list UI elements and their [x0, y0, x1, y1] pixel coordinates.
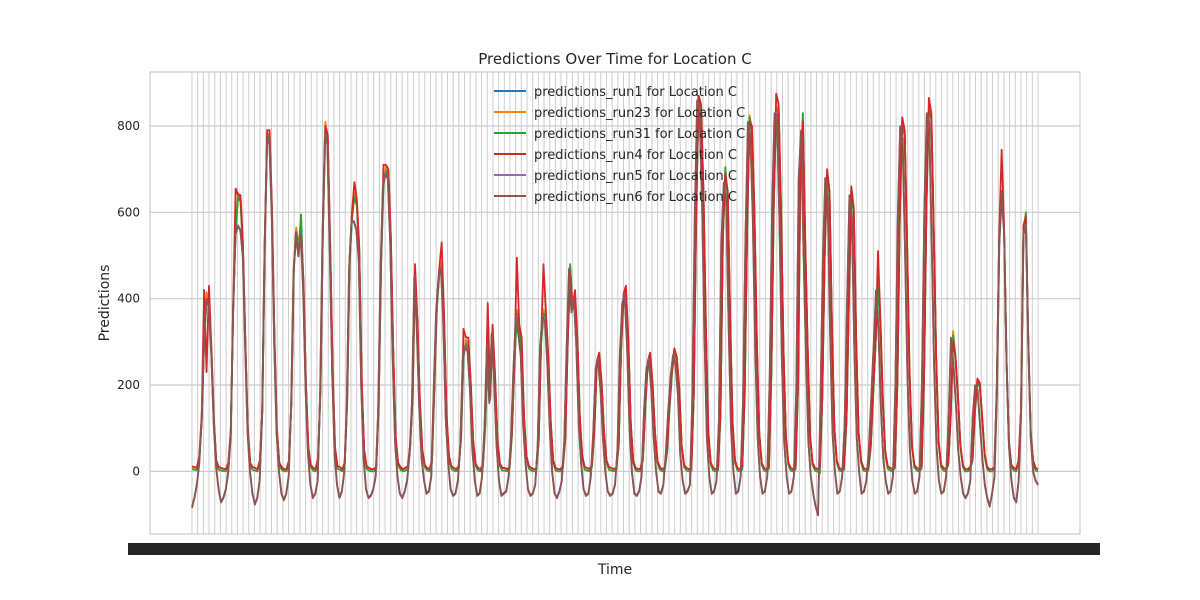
legend-label: predictions_run1 for Location C	[534, 85, 737, 100]
legend-label: predictions_run6 for Location C	[534, 190, 737, 205]
y-tick-label: 600	[117, 205, 140, 219]
y-tick-label: 800	[117, 119, 140, 133]
x-gridlines	[191, 72, 1039, 534]
legend-label: predictions_run23 for Location C	[534, 106, 745, 121]
x-axis-label: Time	[597, 562, 632, 578]
y-tick-label: 200	[117, 378, 140, 392]
y-tick-label: 0	[132, 464, 140, 478]
y-tick-labels: 0 200 400 600 800	[117, 119, 140, 478]
series-line	[191, 100, 1039, 517]
chart-title: Predictions Over Time for Location C	[478, 50, 752, 68]
legend-label: predictions_run31 for Location C	[534, 127, 745, 142]
y-axis-label: Predictions	[97, 265, 113, 342]
series-lines	[191, 92, 1039, 517]
legend-label: predictions_run5 for Location C	[534, 169, 737, 184]
y-tick-label: 400	[117, 292, 140, 306]
x-tick-labels-overlap	[128, 543, 1100, 555]
legend: predictions_run1 for Location C predictio…	[494, 85, 745, 205]
legend-label: predictions_run4 for Location C	[534, 148, 737, 163]
